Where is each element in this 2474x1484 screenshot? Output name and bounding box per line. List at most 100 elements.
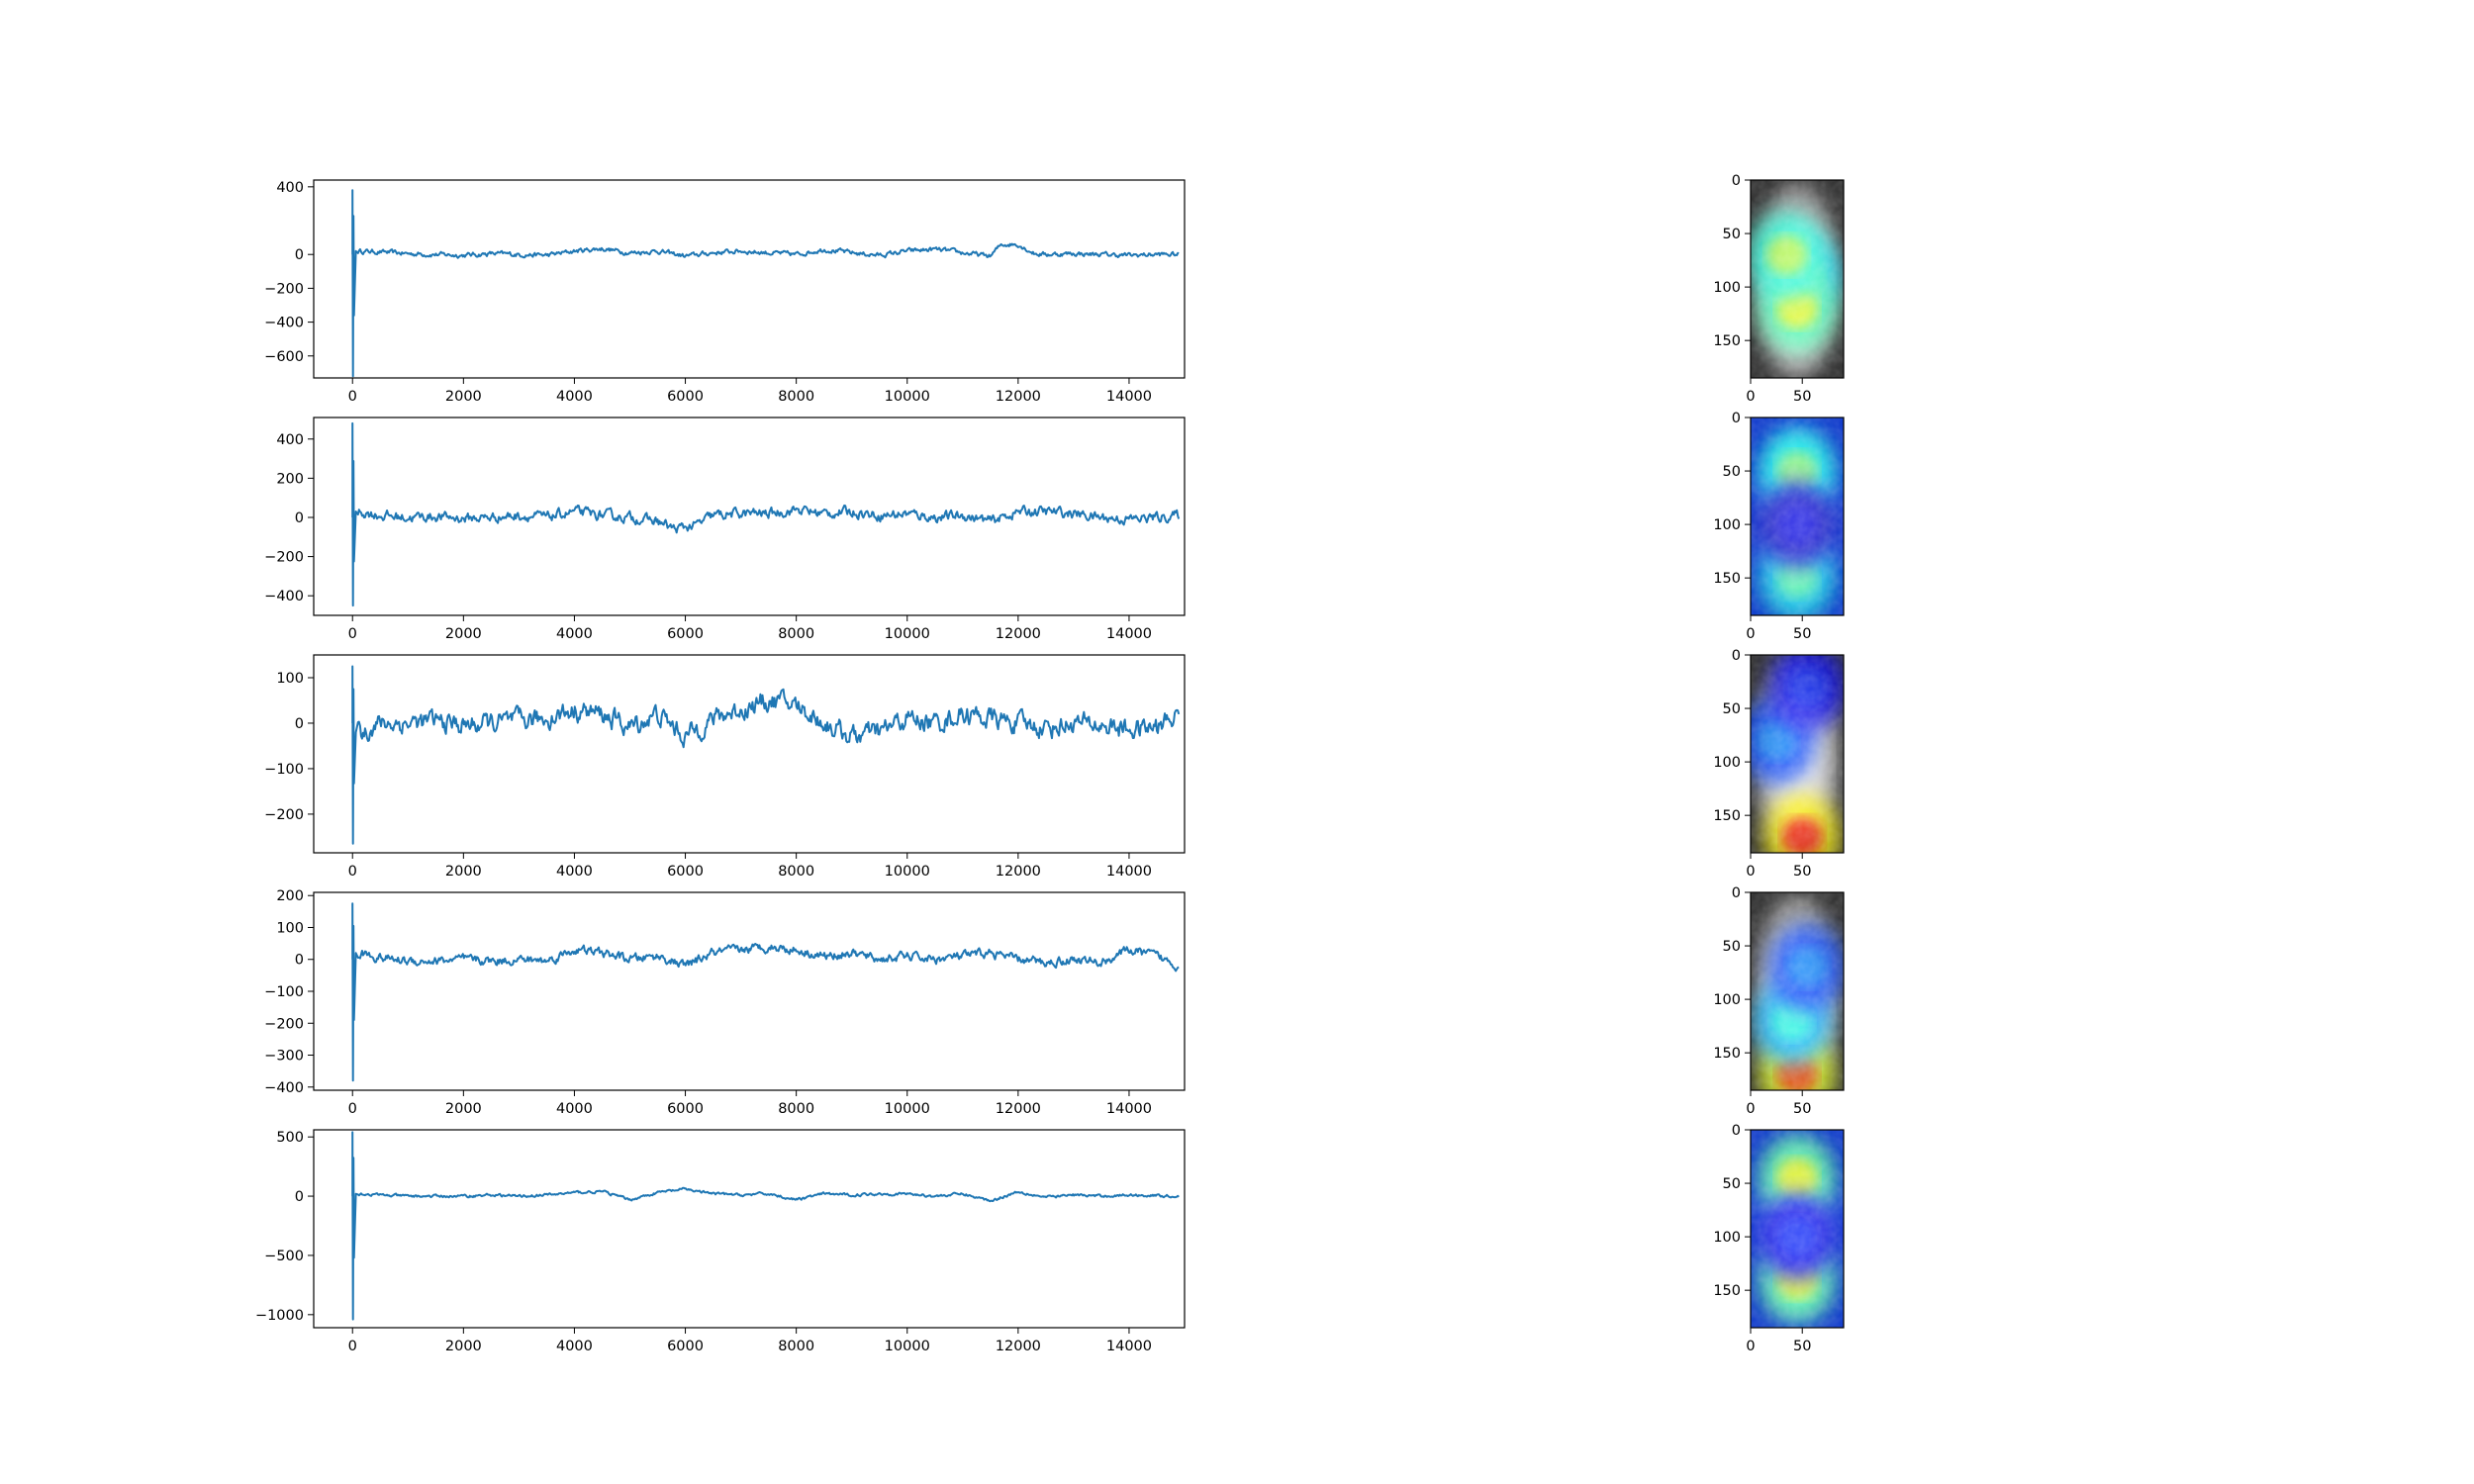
y-tick-label: −400	[264, 589, 304, 604]
image-texture	[1751, 655, 1844, 853]
axes-frame	[313, 417, 1186, 616]
x-tick-label: 0	[1746, 864, 1755, 880]
y-tick-label: −100	[264, 762, 304, 778]
y-tick-label: −100	[264, 984, 304, 1000]
x-tick-label: 0	[348, 626, 357, 642]
y-tick-label: −200	[264, 281, 304, 297]
x-tick-label: 8000	[778, 1101, 814, 1117]
y-tick-label: 200	[276, 471, 304, 487]
x-tick-label: 0	[1746, 626, 1755, 642]
y-tick-label: 100	[276, 671, 304, 687]
y-tick-label: 0	[1732, 1123, 1741, 1139]
image-panel-5: 0 50 0 50 100 150	[1713, 1123, 1845, 1354]
series-line	[351, 421, 1181, 607]
image-content	[1751, 655, 1844, 853]
line-panel-5: 0 2000 4000 6000 8000 10000 12000 14000 500 0 −500…	[255, 1129, 1186, 1354]
x-tick-label: 6000	[667, 626, 704, 642]
x-tick-label: 0	[348, 1339, 357, 1354]
x-tick-label: 12000	[996, 1339, 1041, 1354]
y-tick-label: 400	[276, 432, 304, 448]
y-tick-label: 50	[1723, 1176, 1741, 1192]
x-tick-label: 14000	[1106, 1101, 1152, 1117]
series-line	[351, 189, 1180, 378]
x-tick-label: 4000	[556, 864, 593, 880]
x-tick-label: 6000	[667, 864, 704, 880]
x-tick-label: 12000	[996, 1101, 1041, 1117]
y-tick-label: 50	[1723, 939, 1741, 955]
image-texture	[1751, 180, 1844, 378]
y-tick-label: 150	[1713, 333, 1741, 349]
image-frame	[1750, 654, 1845, 854]
y-tick-label: 100	[276, 920, 304, 936]
y-tick-label: 50	[1723, 464, 1741, 480]
y-tick-label: 0	[1732, 173, 1741, 189]
x-tick-label: 50	[1793, 1101, 1811, 1117]
y-tick-label: 0	[295, 510, 304, 526]
x-tick-label: 4000	[556, 389, 593, 405]
x-tick-label: 2000	[445, 389, 482, 405]
x-tick-label: 10000	[885, 1101, 930, 1117]
image-frame	[1750, 417, 1845, 616]
x-tick-label: 4000	[556, 1101, 593, 1117]
y-tick-label: 50	[1723, 227, 1741, 242]
y-tick-label: 0	[1732, 885, 1741, 901]
image-panel-3: 0 50 0 50 100 150	[1713, 648, 1845, 880]
y-tick-label: 0	[1732, 411, 1741, 426]
x-tick-label: 2000	[445, 626, 482, 642]
x-tick-label: 6000	[667, 389, 704, 405]
x-tick-label: 6000	[667, 1339, 704, 1354]
x-tick-label: 14000	[1106, 864, 1152, 880]
x-tick-label: 8000	[778, 389, 814, 405]
x-tick-label: 50	[1793, 864, 1811, 880]
y-tick-label: −200	[264, 807, 304, 823]
y-tick-label: 400	[276, 180, 304, 196]
series-line	[351, 1131, 1180, 1321]
image-panel-1: 0 50 0 50 100 150	[1713, 173, 1845, 405]
y-tick-label: 0	[295, 953, 304, 969]
x-tick-label: 12000	[996, 864, 1041, 880]
x-tick-label: 50	[1793, 389, 1811, 405]
x-tick-label: 2000	[445, 1101, 482, 1117]
image-content	[1751, 892, 1844, 1090]
y-tick-label: 100	[1713, 280, 1741, 296]
x-tick-label: 8000	[778, 1339, 814, 1354]
line-panel-1: 0 2000 4000 6000 8000 10000 12000 140004000−200…	[264, 179, 1186, 405]
y-tick-label: 100	[1713, 517, 1741, 533]
image-panel-2: 0 50 0 50 100 150	[1713, 411, 1845, 642]
x-tick-label: 14000	[1106, 626, 1152, 642]
x-tick-label: 0	[1746, 1339, 1755, 1354]
y-tick-label: −600	[264, 349, 304, 365]
y-tick-label: 100	[1713, 992, 1741, 1008]
x-tick-label: 14000	[1106, 1339, 1152, 1354]
y-tick-label: 0	[295, 1189, 304, 1205]
y-tick-label: 100	[1713, 1230, 1741, 1246]
image-frame	[1750, 179, 1845, 379]
line-panel-3: 0 2000 4000 6000 8000 10000 12000 14000 100 0 −100…	[264, 654, 1186, 880]
y-tick-label: 50	[1723, 701, 1741, 717]
y-tick-label: 0	[295, 716, 304, 732]
image-content	[1751, 1130, 1844, 1328]
image-frame	[1750, 1129, 1845, 1329]
x-tick-label: 0	[348, 1101, 357, 1117]
y-tick-label: −500	[264, 1249, 304, 1264]
axes-frame	[313, 1129, 1186, 1329]
x-tick-label: 8000	[778, 864, 814, 880]
x-tick-label: 8000	[778, 626, 814, 642]
image-texture	[1751, 417, 1844, 615]
image-panel-4: 0 50 0 50 100 150	[1713, 885, 1845, 1117]
x-tick-label: 0	[348, 864, 357, 880]
image-frame	[1750, 891, 1845, 1091]
y-tick-label: −400	[264, 316, 304, 331]
axes-frame	[313, 654, 1186, 854]
y-tick-label: −1000	[255, 1308, 304, 1324]
y-tick-label: 150	[1713, 1283, 1741, 1299]
x-tick-label: 10000	[885, 1339, 930, 1354]
x-tick-label: 4000	[556, 1339, 593, 1354]
line-panel-2: 0 2000 4000 6000 8000 10000 12000 140004002000−…	[264, 417, 1186, 642]
x-tick-label: 0	[348, 389, 357, 405]
x-tick-label: 10000	[885, 626, 930, 642]
x-tick-label: 10000	[885, 389, 930, 405]
x-tick-label: 14000	[1106, 389, 1152, 405]
series-line	[351, 665, 1181, 845]
